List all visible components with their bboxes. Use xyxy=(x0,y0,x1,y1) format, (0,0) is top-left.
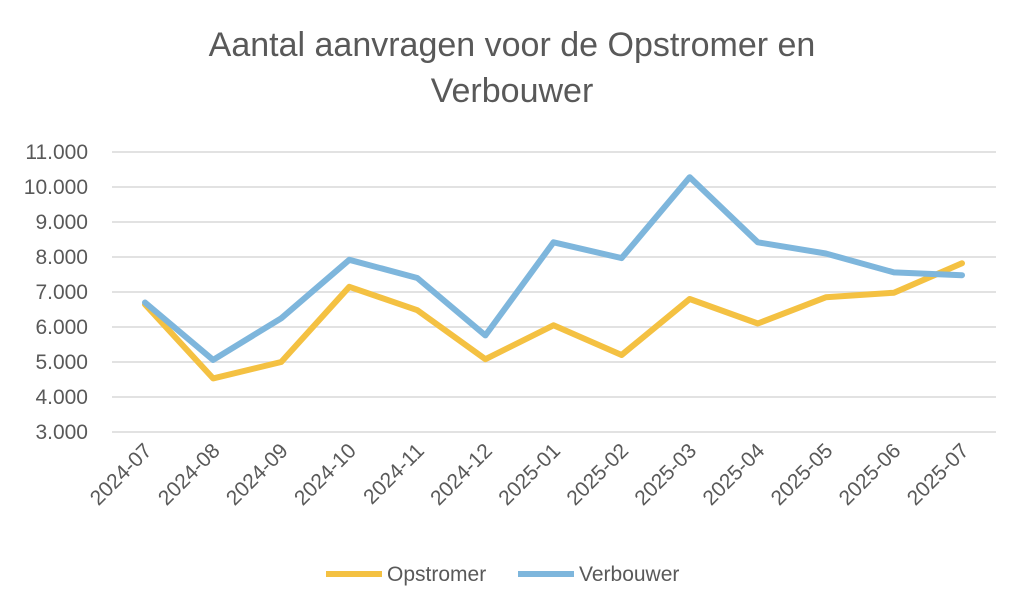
series-line-opstromer xyxy=(142,260,965,382)
legend: Opstromer Verbouwer xyxy=(326,563,679,586)
x-tick-label: 2025-05 xyxy=(767,439,838,510)
legend-label-verbouwer: Verbouwer xyxy=(579,563,679,586)
x-tick-label: 2025-07 xyxy=(903,439,974,510)
x-tick-label: 2024-11 xyxy=(359,439,429,509)
y-tick-label: 8.000 xyxy=(35,246,88,269)
x-tick-label: 2024-09 xyxy=(222,439,293,510)
x-tick-label: 2025-01 xyxy=(494,439,565,510)
series-line-verbouwer xyxy=(142,174,965,363)
x-tick-label: 2025-04 xyxy=(699,439,770,510)
x-tick-label: 2024-10 xyxy=(290,439,361,510)
y-tick-label: 9.000 xyxy=(35,211,88,234)
y-tick-label: 10.000 xyxy=(24,176,88,199)
y-axis-tick-labels: 3.000 4.000 5.000 6.000 7.000 8.000 9.000 10.00… xyxy=(24,141,88,444)
chart-title-line-1: Aantal aanvragen voor de Opstromer en xyxy=(208,26,816,64)
y-tick-label: 6.000 xyxy=(35,316,88,339)
x-tick-label: 2025-03 xyxy=(630,439,701,510)
chart-title: Aantal aanvragen voor de Opstromer en Ve… xyxy=(0,22,1024,114)
gridlines xyxy=(112,151,996,433)
y-tick-label: 3.000 xyxy=(35,421,88,444)
x-tick-label: 2024-07 xyxy=(86,439,157,510)
y-tick-label: 5.000 xyxy=(35,351,88,374)
series-lines xyxy=(142,174,965,382)
chart-title-line-2: Verbouwer xyxy=(430,72,594,110)
y-tick-label: 11.000 xyxy=(25,141,88,164)
y-tick-label: 7.000 xyxy=(35,281,88,304)
legend-label-opstromer: Opstromer xyxy=(387,563,486,586)
x-tick-label: 2024-12 xyxy=(426,439,497,510)
x-tick-label: 2025-02 xyxy=(562,439,633,510)
x-tick-label: 2024-08 xyxy=(154,439,225,510)
y-tick-label: 4.000 xyxy=(35,386,88,409)
x-tick-label: 2025-06 xyxy=(835,439,906,510)
x-axis-tick-labels: 2024-072024-082024-092024-102024-112024-… xyxy=(86,439,974,510)
